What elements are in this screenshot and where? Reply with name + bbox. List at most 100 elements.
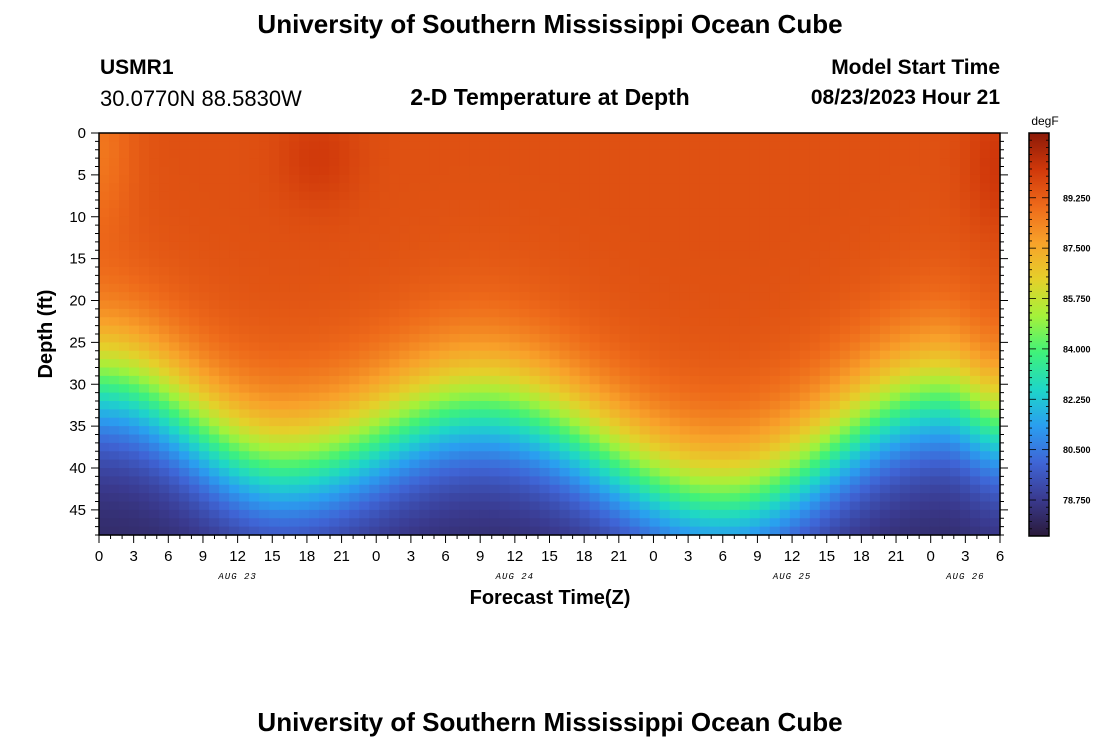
heatmap-cell xyxy=(399,367,410,377)
heatmap-cell xyxy=(849,166,861,176)
heatmap-cell xyxy=(309,183,320,193)
heatmap-cell xyxy=(559,250,571,260)
heatmap-cell xyxy=(889,334,901,343)
heatmap-cell xyxy=(269,484,280,494)
heatmap-cell xyxy=(449,174,460,184)
heatmap-cell xyxy=(149,451,160,461)
heatmap-cell xyxy=(409,258,420,268)
heatmap-cell xyxy=(499,509,511,519)
heatmap-cell xyxy=(829,375,841,385)
heatmap-cell xyxy=(119,442,130,452)
heatmap-cell xyxy=(809,158,821,168)
heatmap-cell xyxy=(719,468,731,477)
heatmap-cell xyxy=(629,459,641,469)
heatmap-cell xyxy=(399,384,410,394)
heatmap-cell xyxy=(589,468,601,477)
heatmap-cell xyxy=(969,476,981,486)
heatmap-cell xyxy=(599,225,611,235)
heatmap-cell xyxy=(989,174,1001,184)
heatmap-cell xyxy=(849,208,861,218)
heatmap-cell xyxy=(979,476,991,486)
heatmap-cell xyxy=(439,434,450,444)
heatmap-cell xyxy=(929,468,941,477)
heatmap-cell xyxy=(189,292,200,302)
heatmap-cell xyxy=(439,191,450,201)
heatmap-cell xyxy=(669,392,681,402)
heatmap-cell xyxy=(749,334,761,343)
heatmap-cell xyxy=(329,518,340,528)
heatmap-cell xyxy=(569,342,581,352)
heatmap-cell xyxy=(99,174,110,184)
heatmap-cell xyxy=(499,417,511,427)
heatmap-cell xyxy=(899,442,911,452)
heatmap-cell xyxy=(409,451,420,461)
heatmap-cell xyxy=(599,141,611,151)
heatmap-cell xyxy=(319,401,330,410)
heatmap-cell xyxy=(699,434,711,444)
heatmap-cell xyxy=(189,241,200,251)
heatmap-cell xyxy=(749,493,761,503)
heatmap-cell xyxy=(739,216,751,226)
heatmap-cell xyxy=(309,476,320,486)
heatmap-cell xyxy=(299,375,310,385)
heatmap-cell xyxy=(259,241,270,251)
heatmap-cell xyxy=(159,509,170,519)
heatmap-cell xyxy=(419,367,430,377)
y-tick-label: 0 xyxy=(78,125,86,142)
heatmap-cell xyxy=(539,158,551,168)
heatmap-cell xyxy=(639,417,651,427)
heatmap-cell xyxy=(359,401,370,410)
heatmap-cell xyxy=(349,493,360,503)
heatmap-cell xyxy=(409,350,420,360)
heatmap-cell xyxy=(129,317,140,327)
heatmap-cell xyxy=(839,225,851,235)
heatmap-cell xyxy=(889,317,901,327)
heatmap-cell xyxy=(99,442,110,452)
heatmap-cell xyxy=(429,509,440,519)
heatmap-cell xyxy=(719,292,731,302)
heatmap-cell xyxy=(549,233,561,243)
heatmap-cell xyxy=(949,158,961,168)
heatmap-cell xyxy=(749,518,761,528)
heatmap-cell xyxy=(239,275,250,285)
heatmap-cell xyxy=(649,501,661,511)
heatmap-cell xyxy=(979,442,991,452)
heatmap-cell xyxy=(189,484,200,494)
heatmap-cell xyxy=(409,442,420,452)
heatmap-cell xyxy=(929,149,941,159)
heatmap-cell xyxy=(239,334,250,343)
heatmap-cell xyxy=(709,350,721,360)
heatmap-cell xyxy=(279,401,290,410)
heatmap-cell xyxy=(129,509,140,519)
heatmap-cell xyxy=(669,476,681,486)
heatmap-cell xyxy=(359,275,370,285)
heatmap-cell xyxy=(679,200,691,209)
heatmap-cell xyxy=(929,174,941,184)
heatmap-cell xyxy=(859,133,871,142)
heatmap-cell xyxy=(479,308,491,318)
heatmap-cell xyxy=(249,367,260,377)
heatmap-cell xyxy=(189,442,200,452)
heatmap-cell xyxy=(149,459,160,469)
heatmap-cell xyxy=(139,258,150,268)
heatmap-cell xyxy=(589,334,601,343)
heatmap-cell xyxy=(129,384,140,394)
heatmap-cell xyxy=(509,208,521,218)
heatmap-cell xyxy=(879,359,891,369)
heatmap-cell xyxy=(229,200,240,209)
heatmap-cell xyxy=(989,141,1001,151)
heatmap-cell xyxy=(299,334,310,343)
heatmap-cell xyxy=(819,334,831,343)
heatmap-cell xyxy=(99,493,110,503)
heatmap-cell xyxy=(539,250,551,260)
heatmap-cell xyxy=(629,442,641,452)
heatmap-cell xyxy=(609,300,621,310)
heatmap-cell xyxy=(549,367,561,377)
heatmap-cell xyxy=(879,300,891,310)
heatmap-cell xyxy=(629,317,641,327)
heatmap-cell xyxy=(169,250,180,260)
heatmap-cell xyxy=(829,158,841,168)
heatmap-cell xyxy=(449,417,460,427)
heatmap-cell xyxy=(319,308,330,318)
heatmap-cell xyxy=(99,267,110,276)
